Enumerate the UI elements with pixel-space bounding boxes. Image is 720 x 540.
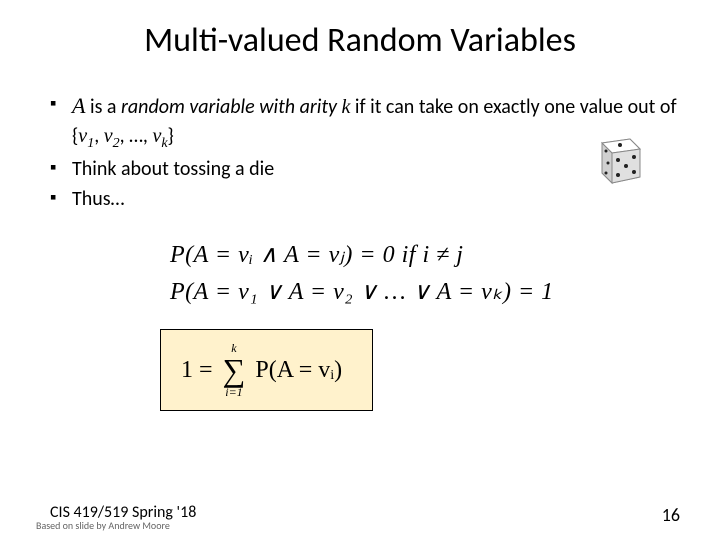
sum-lower: i=1 — [225, 386, 242, 398]
eq1-text: P(A = vᵢ ∧ A = vⱼ) = 0 if i ≠ j — [170, 242, 463, 268]
comma-1: , — [94, 124, 104, 148]
bullet-2: Think about tossing a die — [50, 155, 680, 183]
equation-2: P(A = v₁ ∨ A = v₂ ∨ … ∨ A = vₖ) = 1 — [170, 277, 680, 306]
slide-title: Multi-valued Random Variables — [0, 0, 720, 91]
page-number: 16 — [662, 504, 680, 526]
close-brace: } — [168, 124, 174, 148]
var-v1: v — [78, 125, 87, 147]
sum-left: 1 = — [181, 357, 213, 384]
summation-highlight-box: 1 = k ∑ i=1 P(A = vᵢ) — [160, 329, 373, 411]
comma-2: , …, — [120, 124, 153, 148]
summation-symbol: k ∑ i=1 — [223, 342, 246, 398]
var-A: A — [72, 93, 85, 118]
eq2-text: P(A = v₁ ∨ A = v₂ ∨ … ∨ A = vₖ) = 1 — [170, 279, 554, 305]
bullet-1: A is a random variable with arity k if i… — [50, 91, 680, 153]
sub-2: 2 — [113, 136, 120, 151]
sum-body: P(A = vᵢ) — [255, 357, 342, 384]
var-v2: v — [104, 125, 113, 147]
equation-3: 1 = k ∑ i=1 P(A = vᵢ) — [181, 342, 342, 398]
equation-1: P(A = vᵢ ∧ A = vⱼ) = 0 if i ≠ j — [170, 240, 680, 269]
sigma-icon: ∑ — [223, 354, 246, 386]
text-rv-arity: random variable with arity — [121, 95, 341, 119]
bullet-3: Thus… — [50, 185, 680, 213]
bullet-list: A is a random variable with arity k if i… — [50, 91, 680, 213]
dice-icon — [590, 135, 645, 190]
text-is-a: is a — [85, 95, 121, 119]
footer-credit: Based on slide by Andrew Moore — [36, 519, 170, 532]
var-vk: v — [152, 125, 161, 147]
equations-block: P(A = vᵢ ∧ A = vⱼ) = 0 if i ≠ j P(A = v₁… — [50, 215, 680, 411]
